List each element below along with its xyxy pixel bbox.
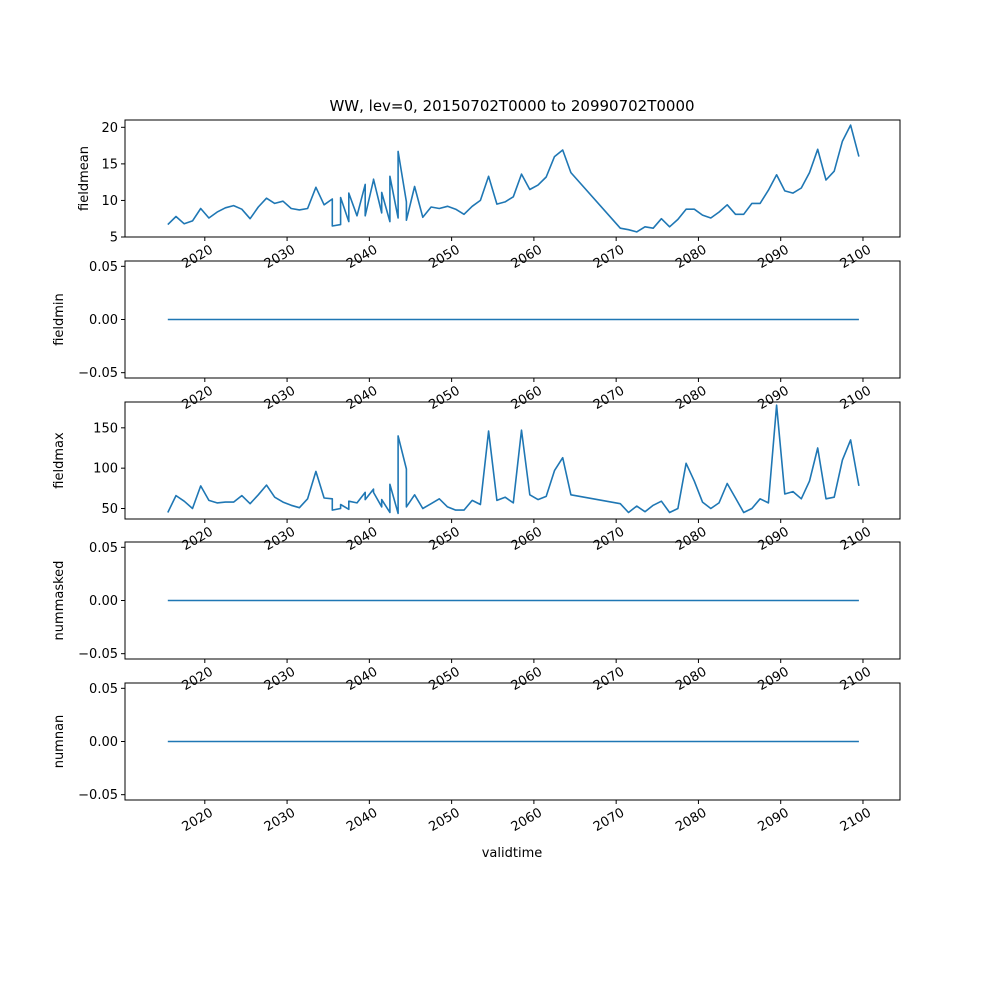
y-tick-label: 100 — [93, 462, 118, 477]
x-tick-label: 2020 — [180, 664, 216, 694]
x-tick-label: 2080 — [673, 383, 709, 413]
panel-fieldmax: 50 100 150 fieldmax 2020 2030 2040 2050 2060 2070… — [52, 401, 901, 554]
x-tick-label: 2030 — [262, 383, 298, 413]
x-tick-label: 2040 — [344, 805, 380, 835]
x-tick-label: 2100 — [838, 524, 874, 554]
y-axis-label: fieldmean — [77, 146, 92, 211]
x-tick-label: 2070 — [591, 524, 627, 554]
panel-numnan: −0.05 0.00 0.05 numnan 2020 2030 2040 2050 2060 2… — [52, 682, 901, 835]
x-tick-label: 2040 — [344, 664, 380, 694]
series-line-fieldmax — [167, 404, 860, 515]
x-tick-label: 2030 — [262, 664, 298, 694]
x-tick-label: 2090 — [756, 524, 792, 554]
x-tick-label: 2040 — [344, 242, 380, 272]
panel-nummasked: −0.05 0.00 0.05 nummasked 2020 2030 2040 2050 20… — [52, 541, 901, 694]
x-tick-label: 2080 — [673, 664, 709, 694]
x-tick-label: 2050 — [426, 242, 462, 272]
x-tick-label: 2080 — [673, 524, 709, 554]
x-tick-label: 2060 — [509, 805, 545, 835]
y-tick-label: 150 — [93, 421, 118, 436]
x-tick-label: 2050 — [426, 383, 462, 413]
y-tick-label: 15 — [101, 157, 118, 172]
y-axis-label: numnan — [52, 715, 67, 769]
x-tick-label: 2100 — [838, 805, 874, 835]
x-tick-label: 2090 — [756, 242, 792, 272]
panel-frame — [124, 401, 901, 520]
y-tick-label: 20 — [101, 121, 118, 136]
x-tick-label: 2090 — [756, 383, 792, 413]
x-tick-label: 2040 — [344, 524, 380, 554]
y-tick-label: 0.00 — [89, 313, 118, 328]
x-tick-label: 2060 — [509, 242, 545, 272]
panel-fieldmean: 5 10 15 20 fieldmean 2020 2030 2040 2050 2060 2070… — [77, 119, 901, 272]
x-tick-label: 2090 — [756, 805, 792, 835]
x-tick-label: 2070 — [591, 805, 627, 835]
x-tick-label: 2080 — [673, 805, 709, 835]
x-tick-label: 2020 — [180, 383, 216, 413]
x-tick-label: 2060 — [509, 524, 545, 554]
y-tick-label: 5 — [110, 231, 118, 246]
y-tick-label: 0.00 — [89, 594, 118, 609]
x-tick-label: 2070 — [591, 242, 627, 272]
x-tick-label: 2060 — [509, 664, 545, 694]
x-tick-label: 2030 — [262, 242, 298, 272]
x-tick-label: 2070 — [591, 383, 627, 413]
x-tick-label: 2030 — [262, 524, 298, 554]
x-tick-label: 2080 — [673, 242, 709, 272]
panel-fieldmin: −0.05 0.00 0.05 fieldmin 2020 2030 2040 2050 206… — [52, 260, 901, 413]
y-tick-label: −0.05 — [78, 788, 118, 803]
x-tick-label: 2020 — [180, 524, 216, 554]
x-tick-label: 2100 — [838, 383, 874, 413]
y-tick-label: 10 — [101, 194, 118, 209]
x-tick-label: 2100 — [838, 664, 874, 694]
x-tick-label: 2040 — [344, 383, 380, 413]
y-tick-label: 0.05 — [89, 260, 118, 275]
x-tick-label: 2070 — [591, 664, 627, 694]
x-tick-label: 2090 — [756, 664, 792, 694]
y-axis-label: nummasked — [52, 561, 67, 641]
y-axis-label: fieldmin — [52, 293, 67, 346]
x-tick-label: 2020 — [180, 805, 216, 835]
y-tick-label: 50 — [101, 502, 118, 517]
x-tick-label: 2060 — [509, 383, 545, 413]
x-tick-label: 2050 — [426, 664, 462, 694]
y-axis-label: fieldmax — [52, 432, 67, 489]
x-tick-label: 2020 — [180, 242, 216, 272]
x-tick-label: 2030 — [262, 805, 298, 835]
x-axis-label: validtime — [482, 846, 543, 861]
x-tick-label: 2100 — [838, 242, 874, 272]
y-tick-label: 0.05 — [89, 682, 118, 697]
y-tick-label: −0.05 — [78, 647, 118, 662]
chart-title: WW, lev=0, 20150702T0000 to 20990702T000… — [329, 97, 694, 115]
panel-frame — [124, 119, 901, 238]
x-tick-label: 2050 — [426, 805, 462, 835]
y-tick-label: −0.05 — [78, 366, 118, 381]
panels-group: 5 10 15 20 fieldmean 2020 2030 2040 2050 2060 2070… — [52, 119, 901, 835]
series-line-fieldmean — [167, 124, 860, 233]
y-tick-label: 0.00 — [89, 735, 118, 750]
x-tick-label: 2050 — [426, 524, 462, 554]
y-tick-label: 0.05 — [89, 541, 118, 556]
